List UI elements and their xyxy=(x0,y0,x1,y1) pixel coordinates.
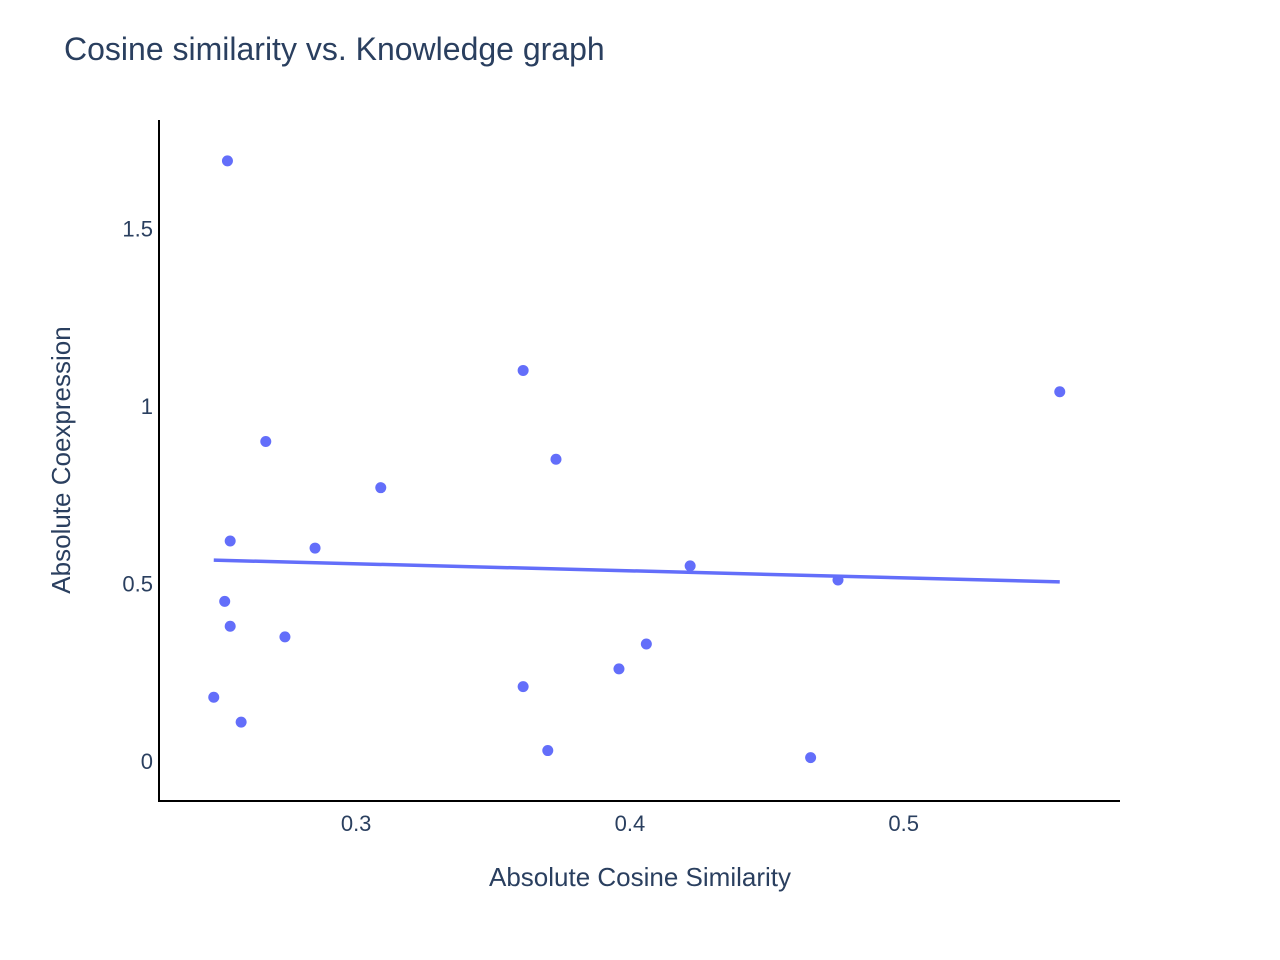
data-point-11[interactable] xyxy=(224,620,236,632)
x-tick-label-0: 0.3 xyxy=(341,811,372,836)
data-point-2[interactable] xyxy=(1054,386,1066,398)
data-point-5[interactable] xyxy=(375,482,387,494)
data-point-17[interactable] xyxy=(235,716,247,728)
data-point-12[interactable] xyxy=(279,631,291,643)
y-tick-label-0: 0 xyxy=(141,749,153,774)
x-tick-label-2: 0.5 xyxy=(888,811,919,836)
y-tick-labels: 0 0.5 1 1.5 xyxy=(122,216,153,774)
y-tick-label-3: 1.5 xyxy=(122,216,153,241)
chart-title: Cosine similarity vs. Knowledge graph xyxy=(64,31,605,67)
x-tick-labels: 0.3 0.4 0.5 xyxy=(341,811,919,836)
data-point-7[interactable] xyxy=(309,542,321,554)
data-point-6[interactable] xyxy=(224,535,236,547)
trendline-group xyxy=(213,558,1060,584)
y-axis-title: Absolute Coexpression xyxy=(46,326,76,593)
x-tick-label-1: 0.4 xyxy=(615,811,646,836)
data-point-19[interactable] xyxy=(805,752,817,764)
data-point-16[interactable] xyxy=(208,691,220,703)
data-point-15[interactable] xyxy=(517,681,529,693)
data-point-8[interactable] xyxy=(684,560,696,572)
data-point-18[interactable] xyxy=(542,745,554,757)
data-point-0[interactable] xyxy=(221,155,233,167)
data-point-4[interactable] xyxy=(550,453,562,465)
data-point-10[interactable] xyxy=(219,595,231,607)
data-points xyxy=(208,155,1066,764)
data-point-9[interactable] xyxy=(832,574,844,586)
plot-area xyxy=(208,155,1066,764)
data-point-14[interactable] xyxy=(613,663,625,675)
data-point-13[interactable] xyxy=(640,638,652,650)
data-point-3[interactable] xyxy=(260,435,272,447)
x-axis-title: Absolute Cosine Similarity xyxy=(489,862,791,892)
y-tick-label-1: 0.5 xyxy=(122,572,153,597)
y-tick-label-2: 1 xyxy=(141,394,153,419)
trendline xyxy=(213,558,1060,584)
data-point-1[interactable] xyxy=(517,364,529,376)
